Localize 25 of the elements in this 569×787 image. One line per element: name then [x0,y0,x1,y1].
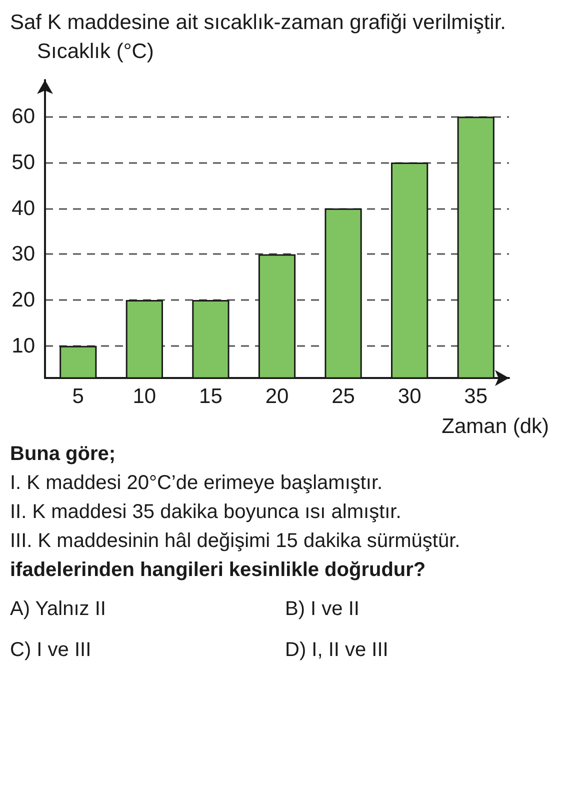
text: II. K maddesi 35 dakika boyunca ısı almıştır. [10,500,402,525]
x-tick-label: 35 [464,385,488,408]
y-tick-label: 30 [12,242,35,266]
x-tick-label: 25 [332,385,355,408]
x-tick-label: 20 [265,385,289,408]
y-tick-label: 20 [12,288,35,312]
x-tick-label: 5 [72,385,84,408]
text: I. K maddesi 20°C’de erimeye başlamıştır. [10,471,384,496]
text: III. K maddesinin hâl değişimi 15 dakika sürmüştür. [10,529,462,554]
y-tick-label: 10 [12,334,35,358]
x-tick-label: 15 [199,385,222,408]
text: ifadelerinden hangileri kesinlikle doğrudur? [10,558,427,583]
text: Buna göre; [10,442,117,467]
x-axis-title: Zaman (dk) [442,415,549,438]
chart-title: Saf K maddesine ait sıcaklık-zaman grafiği verilmiştir. [9,10,508,36]
x-tick-label: 10 [132,385,156,408]
x-tick-label: 30 [398,385,422,408]
y-axis-title: Sıcaklık (°C) [37,40,154,63]
y-tick-label: 60 [12,105,35,128]
text: D) I, II ve III [285,638,390,663]
text: A) Yalnız II [10,597,107,622]
y-tick-label: 50 [12,151,35,174]
y-tick-label: 40 [12,196,35,220]
text: C) I ve III [10,638,92,663]
text: B) I ve II [285,597,360,622]
